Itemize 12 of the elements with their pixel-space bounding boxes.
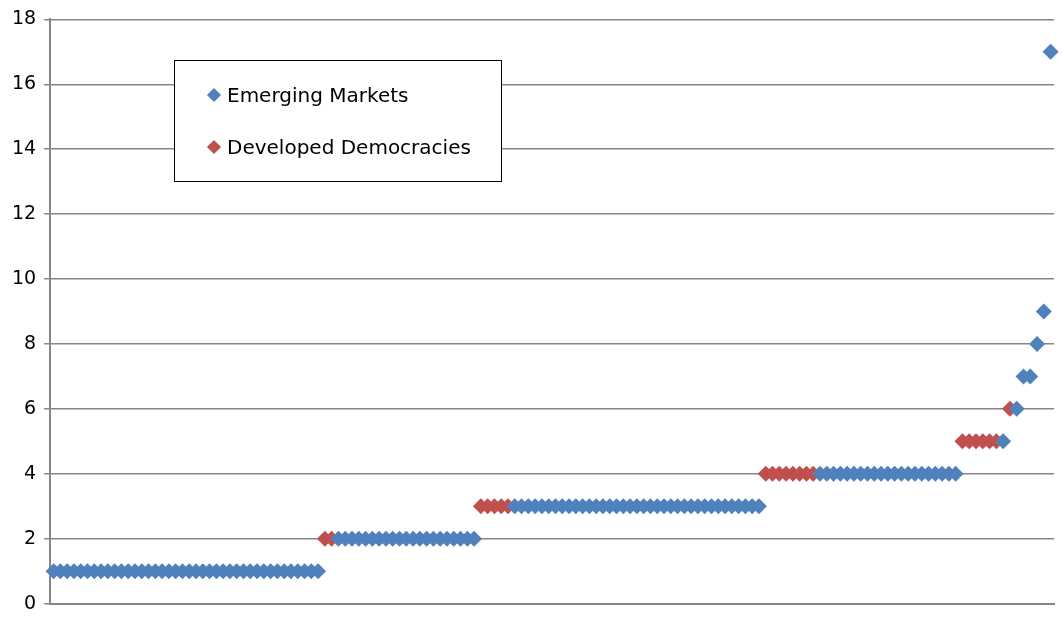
y-tick-label: 8 xyxy=(24,330,37,353)
y-tick-label: 6 xyxy=(24,395,37,418)
y-tick-label: 2 xyxy=(24,525,37,548)
y-tick-label: 4 xyxy=(24,460,37,483)
y-tick-label: 14 xyxy=(11,136,37,159)
legend-label: Emerging Markets xyxy=(227,83,409,107)
y-tick-label: 10 xyxy=(11,265,37,288)
legend-label: Developed Democracies xyxy=(227,135,471,159)
y-tick-label: 18 xyxy=(11,6,37,29)
y-tick-label: 0 xyxy=(24,590,37,613)
y-tick-label: 16 xyxy=(11,71,37,94)
y-tick-label: 12 xyxy=(11,201,37,224)
